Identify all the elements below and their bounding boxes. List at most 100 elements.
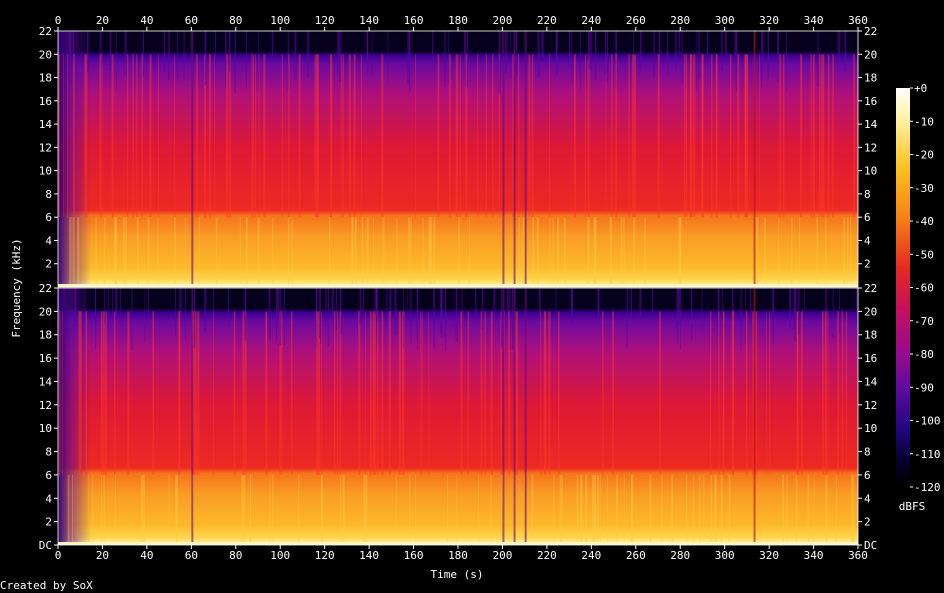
spectral-streak (387, 31, 389, 84)
spectral-streak (361, 217, 364, 287)
spectral-streak (549, 54, 550, 218)
y-tick-label: 18 (39, 72, 52, 85)
spectral-streak (174, 217, 176, 287)
spectral-streak (320, 288, 321, 344)
spectral-streak (291, 217, 293, 287)
spectral-streak (585, 474, 588, 545)
spectral-streak (212, 311, 214, 475)
spectral-streak (183, 31, 185, 81)
spectral-streak (602, 311, 604, 475)
spectral-streak (263, 54, 266, 218)
spectral-streak (481, 288, 484, 330)
spectral-streak (693, 54, 696, 218)
spectral-streak (198, 217, 200, 287)
spectral-streak (850, 474, 853, 545)
spectral-streak (493, 288, 496, 320)
spectral-streak (77, 217, 80, 287)
spectral-streak (466, 31, 468, 89)
spectral-streak (725, 31, 727, 66)
spectral-streak (294, 31, 297, 80)
spectral-streak (409, 474, 411, 545)
spectral-streak (115, 288, 118, 321)
spectral-streak (142, 31, 144, 78)
quiet-column (524, 31, 527, 287)
spectral-streak (740, 288, 742, 352)
x-tick-label: 280 (670, 549, 690, 562)
spectral-streak (399, 311, 401, 475)
spectral-streak (456, 474, 458, 545)
spectral-streak (769, 311, 771, 475)
x-tick-label: 160 (404, 549, 424, 562)
spectral-streak (78, 311, 81, 475)
colorbar-tick-label: -30 (914, 182, 934, 195)
spectral-streak (258, 54, 260, 218)
spectral-streak (639, 31, 642, 72)
spectral-streak (807, 474, 810, 545)
spectral-streak (147, 217, 150, 287)
y-tick-label: 8 (864, 188, 871, 201)
spectral-streak (366, 217, 369, 287)
spectral-streak (415, 474, 417, 545)
spectral-streak (835, 474, 838, 545)
spectral-streak (321, 311, 323, 475)
quiet-column (524, 288, 527, 545)
y-tick-label: 16 (864, 352, 877, 365)
spectral-streak (410, 288, 412, 345)
spectral-streak (559, 474, 562, 545)
spectral-streak (340, 54, 342, 218)
spectral-streak (498, 54, 500, 218)
spectral-streak (516, 311, 518, 475)
y-tick-label: 6 (45, 469, 52, 482)
spectral-streak (465, 54, 467, 218)
spectral-streak (288, 54, 290, 218)
spectral-streak (484, 311, 486, 475)
y-tick-label: 10 (39, 422, 52, 435)
spectral-streak (810, 54, 812, 218)
spectral-streak (604, 31, 607, 75)
spectral-streak (710, 311, 712, 475)
spectral-streak (116, 31, 117, 92)
spectral-streak (366, 31, 369, 63)
spectral-streak (365, 474, 368, 545)
y-tick-label: 20 (39, 48, 52, 61)
spectral-streak (408, 217, 410, 287)
quiet-column (502, 31, 505, 287)
spectral-streak (126, 54, 129, 218)
spectral-streak (579, 31, 581, 90)
spectral-streak (122, 217, 125, 287)
spectral-streak (701, 288, 703, 332)
spectral-streak (689, 54, 692, 218)
spectral-streak (105, 311, 107, 475)
spectral-streak (127, 311, 130, 475)
spectral-streak (735, 31, 737, 91)
spectral-streak (114, 217, 116, 287)
spectral-streak (407, 31, 409, 85)
spectral-streak (508, 311, 511, 475)
spectral-streak (568, 31, 571, 68)
spectral-streak (734, 31, 737, 58)
spectral-streak (490, 311, 493, 475)
spectral-streak (571, 31, 573, 84)
spectral-streak (315, 288, 318, 327)
spectral-streak (512, 54, 515, 218)
spectral-streak (402, 311, 405, 475)
spectral-streak (761, 31, 764, 63)
spectral-streak (628, 54, 630, 218)
spectral-streak (552, 217, 554, 287)
quiet-column (753, 31, 756, 287)
spectral-streak (756, 217, 758, 287)
spectral-streak (731, 311, 734, 475)
spectral-streak (465, 31, 467, 87)
spectral-streak (717, 288, 720, 337)
spectral-streak (501, 288, 503, 348)
spectral-streak (316, 54, 319, 218)
spectral-streak (455, 288, 458, 341)
spectral-streak (761, 31, 763, 88)
spectral-streak (371, 31, 373, 76)
spectral-streak (125, 217, 127, 287)
spectral-streak (271, 31, 274, 56)
spectral-streak (581, 474, 583, 545)
spectral-streak (786, 31, 788, 93)
spectral-streak (701, 54, 704, 218)
spectral-streak (67, 54, 69, 218)
